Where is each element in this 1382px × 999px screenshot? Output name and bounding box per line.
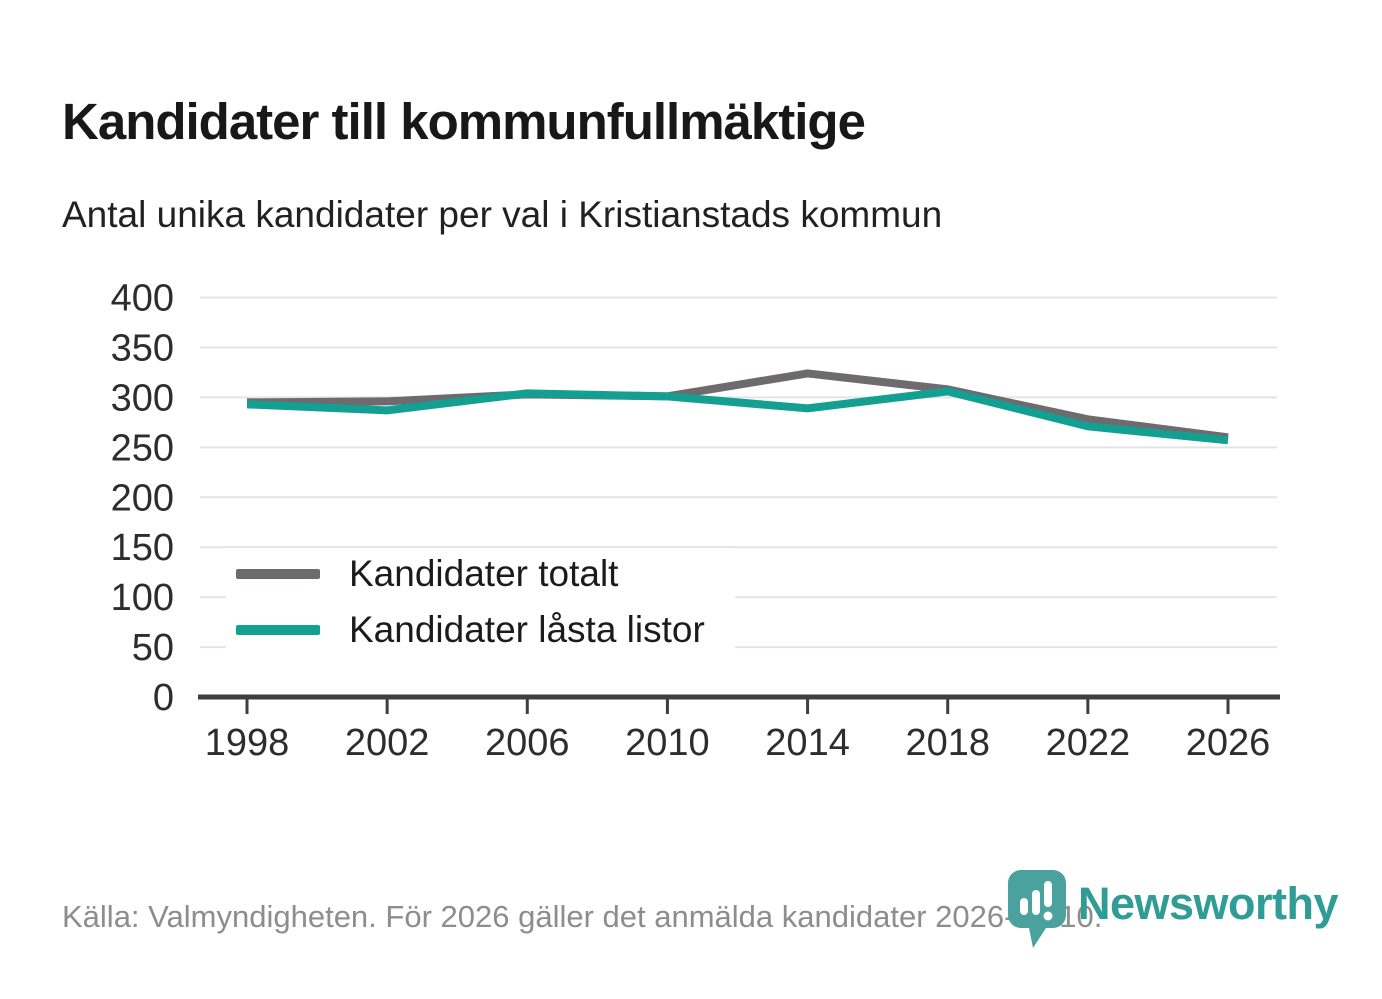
series-line-kandidater-totalt [246, 369, 1229, 442]
newsworthy-logo-icon [1008, 870, 1066, 948]
legend-label-total: Kandidater totalt [349, 553, 619, 594]
y-tick-label-200: 200 [111, 477, 174, 519]
series-line-kandidater-l-sta-listor [246, 387, 1229, 445]
x-tick-label-2018: 2018 [905, 722, 990, 764]
x-tick-label-2022: 2022 [1046, 722, 1131, 764]
y-tick-label-150: 150 [111, 527, 174, 569]
y-tick-label-0: 0 [153, 677, 174, 719]
legend-item-total: Kandidater totalt [236, 552, 705, 596]
legend-label-locked-lists: Kandidater låsta listor [349, 609, 705, 650]
y-tick-label-50: 50 [132, 627, 174, 669]
legend-swatch-total [236, 569, 320, 579]
x-tick-label-1998: 1998 [205, 722, 290, 764]
chart-legend: Kandidater totalt Kandidater låsta listo… [226, 548, 735, 662]
y-tick-label-100: 100 [111, 577, 174, 619]
source-note: Källa: Valmyndigheten. För 2026 gäller d… [62, 899, 1103, 934]
legend-swatch-locked-lists [236, 625, 320, 635]
page-title: Kandidater till kommunfullmäktige [62, 93, 866, 151]
x-tick-label-2014: 2014 [765, 722, 850, 764]
y-tick-label-350: 350 [111, 327, 174, 369]
y-tick-label-250: 250 [111, 427, 174, 469]
newsworthy-logo-text: Newsworthy [1078, 878, 1339, 929]
legend-item-locked-lists: Kandidater låsta listor [236, 608, 705, 652]
y-tick-label-400: 400 [111, 278, 174, 320]
chart-subtitle: Antal unika kandidater per val i Kristia… [62, 194, 943, 235]
x-tick-label-2010: 2010 [625, 722, 710, 764]
x-tick-label-2026: 2026 [1186, 722, 1271, 764]
y-tick-label-300: 300 [111, 377, 174, 419]
x-tick-label-2006: 2006 [485, 722, 570, 764]
x-tick-label-2002: 2002 [345, 722, 430, 764]
